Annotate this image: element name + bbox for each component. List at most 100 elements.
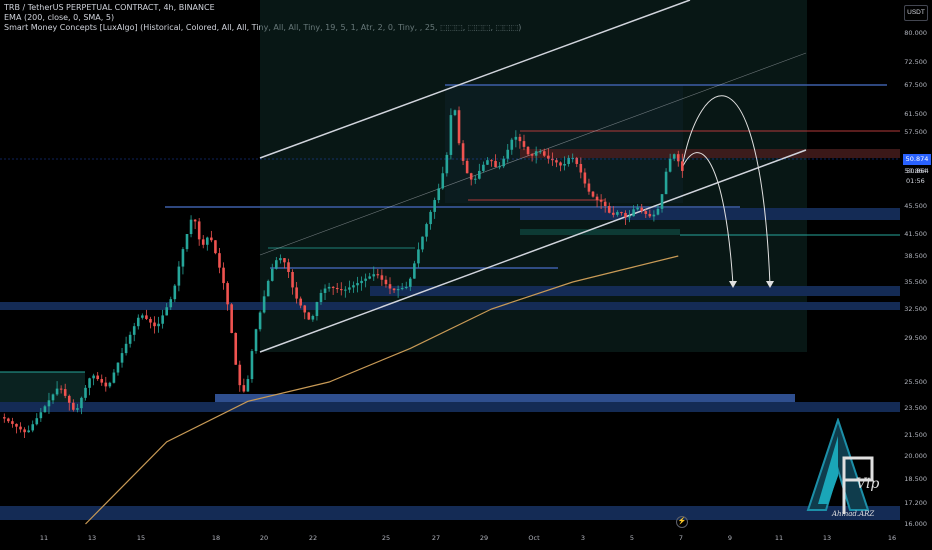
candle-body [469, 173, 473, 180]
time-tick: Oct [528, 534, 540, 542]
channel-upper-line [259, 0, 691, 159]
candle-body [409, 278, 412, 287]
candle-body [364, 278, 367, 281]
time-tick: 18 [211, 534, 221, 542]
candle-body [441, 173, 445, 189]
candle-body [132, 326, 136, 335]
price-tick: 57.500 [904, 128, 927, 136]
candle-body [660, 194, 664, 209]
price-tick: 18.500 [904, 475, 927, 483]
candle-body [47, 400, 51, 407]
candle-body [392, 288, 396, 291]
candle-body [210, 237, 213, 241]
candle-body [486, 160, 489, 165]
candle-body [283, 258, 286, 263]
projection-arrow-low [729, 281, 737, 288]
candle-body [181, 249, 185, 267]
time-tick: 27 [431, 534, 441, 542]
price-tick: 35.500 [904, 278, 927, 286]
current-price-tag: 50.874 [903, 154, 931, 165]
candle-body [80, 397, 83, 409]
price-tick: 45.500 [904, 202, 927, 210]
candle-body [136, 317, 140, 327]
candlestick-series [3, 106, 684, 439]
candle-body [335, 287, 339, 290]
ema-indicator-label[interactable]: EMA (200, close, 0, SMA, 5) [4, 13, 115, 22]
candle-body [348, 287, 351, 290]
candle-body [599, 200, 603, 202]
candle-body [473, 178, 477, 180]
candle-body [400, 287, 404, 290]
time-tick: 16 [887, 534, 897, 542]
candle-body [534, 151, 538, 156]
currency-label[interactable]: USDT [904, 5, 928, 21]
price-tick: 41.500 [904, 230, 927, 238]
price-tick: 29.500 [904, 334, 927, 342]
time-tick: 9 [727, 534, 733, 542]
candle-body [632, 209, 635, 217]
candle-body [165, 307, 168, 316]
price-scale[interactable]: 80.000 72.500 67.500 61.500 57.500 50.864 45.5… [900, 0, 932, 550]
price-chart[interactable] [0, 0, 900, 526]
zone-small-left [0, 372, 85, 402]
candle-body [542, 151, 546, 156]
candle-body [291, 272, 294, 288]
candle-body [218, 253, 221, 268]
candle-body [11, 421, 14, 424]
candle-body [177, 266, 181, 286]
time-tick: 29 [479, 534, 489, 542]
candle-body [226, 283, 229, 305]
price-tick: 67.500 [904, 81, 927, 89]
candle-body [676, 154, 680, 162]
candle-body [279, 258, 282, 261]
candle-body [266, 280, 270, 297]
candle-body [104, 382, 108, 387]
candle-body [128, 334, 132, 344]
projection-arrow-high [766, 281, 774, 288]
watermark-text: Ahmad.ARZ [832, 510, 875, 518]
candle-body [530, 154, 534, 156]
candle-body [145, 315, 148, 319]
time-tick: 13 [87, 534, 97, 542]
candle-body [482, 164, 485, 171]
candle-body [506, 149, 510, 159]
candle-body [636, 207, 639, 210]
candle-body [124, 343, 128, 354]
candle-body [413, 263, 416, 279]
zone-blue-demand-6 [0, 506, 900, 520]
candle-body [404, 286, 408, 288]
time-tick: 13 [822, 534, 832, 542]
zone-blue-demand-1 [520, 208, 900, 220]
candle-body [92, 375, 95, 379]
candle-body [567, 157, 570, 164]
candle-body [141, 315, 144, 318]
symbol-title[interactable]: TRB / TetherUS PERPETUAL CONTRACT, 4h, B… [4, 3, 215, 12]
candle-body [242, 385, 246, 392]
candle-body [579, 163, 583, 173]
lightning-icon[interactable]: ⚡ [676, 516, 688, 528]
candle-body [234, 332, 238, 365]
candle-body [258, 312, 262, 330]
time-tick: 11 [39, 534, 49, 542]
time-axis[interactable]: 11 13 15 18 20 22 25 27 29 Oct 3 5 7 9 11 13 16 [0, 526, 900, 550]
candle-body [612, 212, 615, 215]
candle-body [43, 406, 47, 413]
candle-body [189, 219, 193, 234]
candle-body [449, 115, 453, 155]
candle-body [31, 424, 35, 431]
time-tick: 7 [678, 534, 684, 542]
candle-body [587, 183, 591, 192]
candle-body [88, 378, 91, 388]
candle-body [563, 163, 566, 166]
candle-body [39, 412, 43, 419]
last-value-label: 50.864 [906, 167, 929, 175]
candle-body [429, 211, 432, 225]
candle-body [465, 160, 469, 174]
candle-body [35, 418, 39, 425]
candle-body [352, 285, 355, 288]
candle-body [254, 329, 258, 352]
candle-body [299, 298, 302, 306]
candle-body [502, 158, 505, 167]
candle-body [433, 200, 436, 212]
candle-body [595, 196, 599, 201]
